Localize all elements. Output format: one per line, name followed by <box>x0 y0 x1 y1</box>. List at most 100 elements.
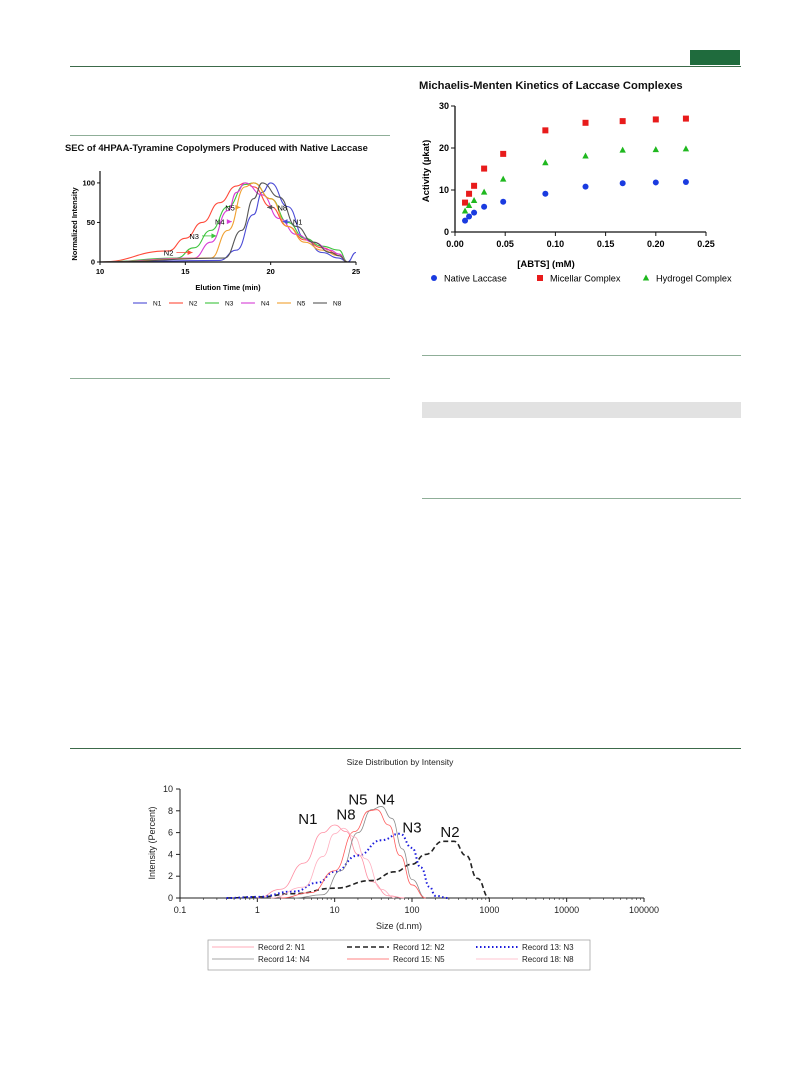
data-point-circle <box>462 217 469 224</box>
legend-label: N3 <box>225 301 234 308</box>
legend-label: Native Laccase <box>444 274 507 284</box>
data-point-triangle <box>619 146 626 153</box>
x-tick-label: 20 <box>266 267 274 276</box>
data-point-square <box>619 118 626 125</box>
x-tick-label: 15 <box>181 267 189 276</box>
x-tick-label: 1 <box>255 905 260 915</box>
legend-label: Record 18: N8 <box>522 955 574 964</box>
chart-title: Michaelis-Menten Kinetics of Laccase Com… <box>419 80 683 92</box>
x-tick-label: 0.10 <box>547 239 565 249</box>
figure-c-top-rule <box>70 748 741 749</box>
y-axis-label: Normalized Intensity <box>70 187 79 261</box>
legend-label: Record 14: N4 <box>258 955 310 964</box>
data-point-triangle <box>582 152 589 159</box>
y-axis-label: Intensity (Percent) <box>147 806 157 879</box>
x-tick-label: 10000 <box>554 905 579 915</box>
data-point-square <box>500 150 507 157</box>
y-tick-label: 30 <box>439 101 449 111</box>
data-point-square <box>481 165 488 172</box>
figure-b-bottom-rule <box>422 355 741 356</box>
series-line-n1 <box>99 182 357 263</box>
x-tick-label: 10 <box>96 267 104 276</box>
data-point-square <box>652 116 659 123</box>
y-tick-label: 6 <box>168 828 173 838</box>
data-point-triangle <box>682 145 690 152</box>
legend-marker <box>537 275 543 281</box>
data-point-circle <box>652 179 659 186</box>
annotation-label: N4 <box>376 791 395 808</box>
data-point-circle <box>542 190 549 197</box>
page-corner-tab <box>690 50 740 65</box>
data-point-triangle <box>499 175 507 182</box>
legend-label: N2 <box>189 301 198 308</box>
x-tick-label: 0.15 <box>597 239 615 249</box>
series-line-n1 <box>257 824 405 899</box>
annotation-label: N1 <box>298 811 317 828</box>
data-point-circle <box>471 209 478 216</box>
legend-marker <box>431 275 437 281</box>
annotation-label: N3 <box>189 232 199 241</box>
annotation-label: N8 <box>277 203 287 212</box>
y-tick-label: 20 <box>439 143 449 153</box>
data-point-circle <box>582 183 589 190</box>
data-point-square <box>471 182 478 189</box>
data-point-triangle <box>465 202 473 209</box>
annotation-label: N5 <box>348 791 367 808</box>
figure-a-top-rule <box>70 135 390 136</box>
data-point-circle <box>682 179 689 186</box>
annotation-label: N5 <box>225 203 235 212</box>
x-axis-label: [ABTS] (mM) <box>517 259 575 270</box>
legend-label: Micellar Complex <box>550 274 621 284</box>
size-distribution-chart: Size Distribution by Intensity 0.1 1 10 100… <box>147 757 659 971</box>
series-line-n2 <box>226 840 490 899</box>
y-tick-label: 8 <box>168 806 173 816</box>
michaelis-menten-chart: Michaelis-Menten Kinetics of Laccase Com… <box>419 80 732 284</box>
x-tick-label: 25 <box>352 267 360 276</box>
series-line-n8 <box>270 827 395 899</box>
data-point-circle <box>466 213 473 220</box>
data-point-circle <box>481 203 488 210</box>
y-tick-label: 0 <box>168 893 173 903</box>
legend-label: Record 15: N5 <box>393 955 445 964</box>
y-tick-label: 4 <box>168 849 173 859</box>
data-point-triangle <box>652 146 659 153</box>
x-axis-label: Size (d.nm) <box>376 921 422 931</box>
legend-label: N1 <box>153 301 162 308</box>
series-line-n4 <box>294 806 426 899</box>
legend-label: N8 <box>333 301 342 308</box>
data-point-square <box>462 199 469 206</box>
legend-marker <box>642 274 650 281</box>
data-point-square <box>682 115 689 122</box>
legend-label: N4 <box>261 301 270 308</box>
sec-chart: SEC of 4HPAA-Tyramine Copolymers Produce… <box>65 142 368 308</box>
annotation-label: N1 <box>293 218 303 227</box>
annotation-label: N2 <box>440 824 459 841</box>
annotation-label: N8 <box>336 807 355 824</box>
annotation-label: N4 <box>215 218 225 227</box>
series-line-n5 <box>280 809 426 899</box>
x-tick-label: 10 <box>330 905 340 915</box>
legend-label: Hydrogel Complex <box>656 274 732 284</box>
data-point-triangle <box>470 197 478 203</box>
data-point-square <box>466 190 473 197</box>
y-tick-label: 0 <box>444 227 449 237</box>
data-point-triangle <box>480 188 488 195</box>
legend-label: Record 2: N1 <box>258 943 306 952</box>
series-line-n4 <box>99 182 348 263</box>
data-point-triangle <box>542 159 549 166</box>
annotation-arrowhead <box>226 219 232 225</box>
x-tick-label: 0.25 <box>697 239 715 249</box>
data-point-square <box>582 119 589 126</box>
legend-label: N5 <box>297 301 306 308</box>
chart-title: Size Distribution by Intensity <box>347 757 455 767</box>
annotation-arrowhead <box>211 233 217 239</box>
annotation-arrowhead <box>235 204 241 210</box>
x-tick-label: 0.1 <box>174 905 187 915</box>
y-tick-label: 10 <box>439 185 449 195</box>
y-tick-label: 2 <box>168 871 173 881</box>
series-line-n8 <box>99 182 348 263</box>
y-tick-label: 100 <box>82 178 95 187</box>
figure-a-bottom-rule <box>70 378 390 379</box>
x-tick-label: 100000 <box>629 905 659 915</box>
annotation-arrowhead <box>187 250 193 256</box>
